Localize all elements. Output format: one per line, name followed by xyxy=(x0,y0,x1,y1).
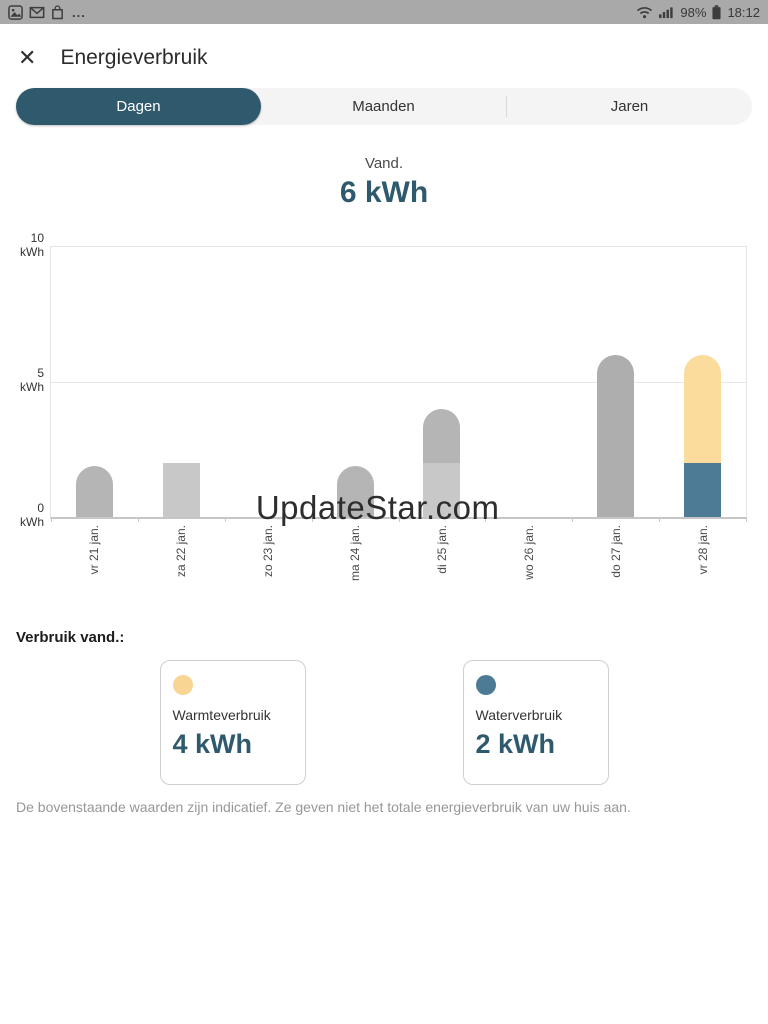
y-tick-10: 10 kWh xyxy=(20,231,44,259)
status-bar: ... 98% 18:12 xyxy=(0,0,768,24)
footnote: De bovenstaande waarden zijn indicatief.… xyxy=(16,799,631,815)
bar-waterverbruik-vr-28-jan- xyxy=(684,463,722,517)
watermark: UpdateStar.com xyxy=(255,489,500,526)
x-tick-label: za 22 jan. xyxy=(173,525,188,578)
chart-plot: UpdateStar.com xyxy=(50,246,747,526)
x-tick-label: do 27 jan. xyxy=(609,525,624,578)
x-cell: wo 26 jan. xyxy=(486,525,573,603)
x-axis-tick xyxy=(224,517,226,522)
gridline-5 xyxy=(51,382,746,383)
bag-icon xyxy=(51,4,64,20)
x-cell: zo 23 jan. xyxy=(224,525,311,603)
water-dot-icon xyxy=(475,675,496,695)
x-cell: vr 28 jan. xyxy=(660,525,747,603)
x-axis-tick xyxy=(137,517,139,522)
header: ✕ Energieverbruik xyxy=(0,24,768,70)
bar-verbruik-do-27-jan- xyxy=(597,355,635,517)
card-label: Warmteverbruik xyxy=(172,707,271,723)
x-cell: do 27 jan. xyxy=(573,525,660,603)
card-value: 2 kWh xyxy=(475,729,556,759)
x-tick-label: vr 28 jan. xyxy=(696,525,711,575)
y-tick-0: 0 kWh xyxy=(20,501,44,529)
bar-warmteverbruik-vr-28-jan- xyxy=(684,355,722,463)
legend-cards: Warmteverbruik 4 kWh Waterverbruik 2 kWh xyxy=(0,660,768,785)
warmte-dot-icon xyxy=(172,675,193,695)
x-cell: di 25 jan. xyxy=(399,525,486,603)
x-tick-label: wo 26 jan. xyxy=(522,525,537,580)
x-axis-tick xyxy=(659,517,661,522)
energy-chart: 10 kWh 5 kWh 0 kWh UpdateStar.com vr 21 jan. z… xyxy=(0,231,747,603)
x-tick-label: di 25 jan. xyxy=(435,525,450,574)
x-axis-tick xyxy=(572,517,574,522)
x-axis-tick xyxy=(311,517,313,522)
x-cell: ma 24 jan. xyxy=(311,525,398,603)
summary: Vand. 6 kWh xyxy=(0,155,768,210)
x-axis-tick xyxy=(51,517,52,522)
bar-verbruik-za-22-jan- xyxy=(162,463,200,517)
tab-divider xyxy=(506,96,507,117)
wifi-icon xyxy=(636,6,653,19)
y-tick-5: 5 kWh xyxy=(20,366,44,394)
bar-verbruik-ma-24-jan- xyxy=(336,465,374,517)
legend-heading: Verbruik vand.: xyxy=(16,629,125,646)
gmail-icon xyxy=(29,6,45,19)
card-warmteverbruik: Warmteverbruik 4 kWh xyxy=(159,660,306,785)
clock: 18:12 xyxy=(727,4,760,20)
tab-jaren[interactable]: Jaren xyxy=(610,98,649,115)
summary-period-label: Vand. xyxy=(364,155,404,172)
page-title: Energieverbruik xyxy=(60,46,208,69)
x-tick-label: zo 23 jan. xyxy=(260,525,275,578)
x-tick-label: vr 21 jan. xyxy=(86,525,101,575)
chart-x-labels: vr 21 jan. za 22 jan. zo 23 jan. ma 24 jan.… xyxy=(50,525,747,603)
bar-verbruik-vr-21-jan- xyxy=(75,465,113,517)
card-label: Waterverbruik xyxy=(475,707,563,723)
gallery-icon xyxy=(8,4,23,20)
x-tick-label: ma 24 jan. xyxy=(347,525,362,582)
tab-maanden[interactable]: Maanden xyxy=(352,98,415,115)
close-icon[interactable]: ✕ xyxy=(18,45,37,70)
card-waterverbruik: Waterverbruik 2 kWh xyxy=(462,660,609,785)
bar-verbruik-laag-di-25-jan- xyxy=(423,463,461,517)
bar-verbruik-hoog-di-25-jan- xyxy=(423,409,461,463)
tab-dagen[interactable]: Dagen xyxy=(16,88,261,125)
signal-icon xyxy=(659,6,674,19)
battery-percent: 98% xyxy=(680,4,707,20)
x-axis-tick xyxy=(485,517,487,522)
tab-bar: Dagen Maanden Jaren xyxy=(16,88,752,125)
more-notifications: ... xyxy=(72,4,86,20)
x-cell: vr 21 jan. xyxy=(50,525,137,603)
x-axis-tick xyxy=(746,517,747,522)
x-cell: za 22 jan. xyxy=(137,525,224,603)
card-value: 4 kWh xyxy=(172,729,253,759)
summary-total-value: 6 kWh xyxy=(339,176,429,209)
battery-icon xyxy=(712,4,722,20)
x-axis-tick xyxy=(398,517,400,522)
